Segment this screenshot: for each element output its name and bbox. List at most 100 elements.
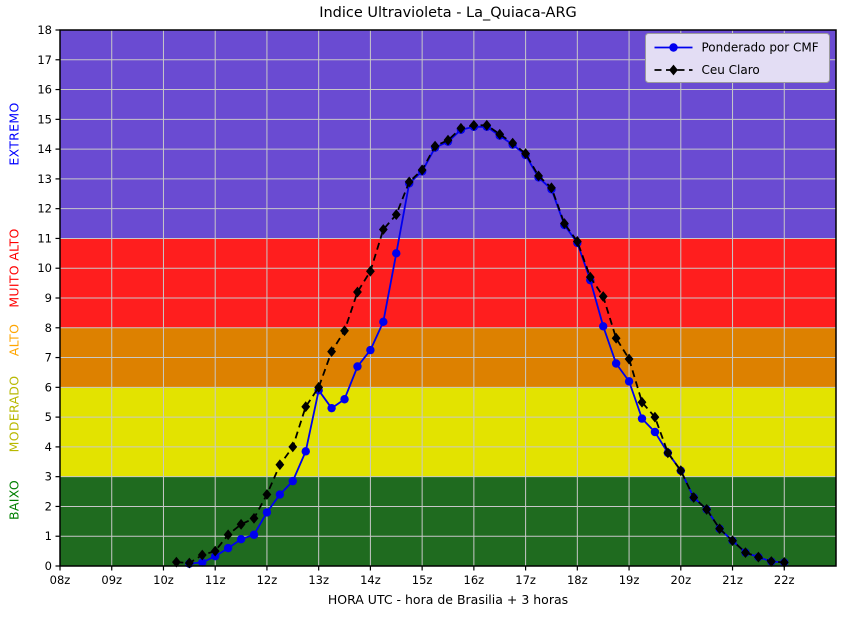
x-tick-label-15z: 15z bbox=[412, 573, 433, 587]
legend-entry-ponderado-por-cmf: Ponderado por CMF bbox=[654, 41, 819, 55]
marker-diamond bbox=[353, 286, 362, 298]
y-tick-label-14: 14 bbox=[37, 142, 52, 156]
x-tick-label-17z: 17z bbox=[515, 573, 536, 587]
y-tick-label-11: 11 bbox=[37, 231, 52, 245]
y-tick-label-0: 0 bbox=[45, 559, 52, 573]
y-tick-label-3: 3 bbox=[45, 470, 52, 484]
marker-circle bbox=[624, 377, 634, 386]
marker-diamond bbox=[249, 512, 259, 524]
marker-diamond bbox=[469, 119, 479, 131]
legend-label: Ceu Claro bbox=[702, 63, 760, 77]
y-tick-label-9: 9 bbox=[45, 291, 52, 305]
risk-label-alto: ALTO bbox=[6, 323, 22, 356]
marker-diamond bbox=[443, 134, 453, 146]
marker-circle bbox=[262, 508, 272, 517]
x-tick-label-11z: 11z bbox=[205, 573, 226, 587]
legend: Ponderado por CMF Ceu Claro bbox=[645, 33, 830, 83]
marker-circle bbox=[340, 395, 349, 404]
x-tick-label-20z: 20z bbox=[670, 573, 691, 587]
risk-label-extremo: EXTREMO bbox=[6, 102, 22, 166]
marker-diamond bbox=[391, 209, 401, 221]
marker-diamond bbox=[236, 518, 246, 530]
marker-diamond bbox=[534, 170, 543, 182]
marker-circle bbox=[223, 543, 233, 553]
legend-circle-marker bbox=[669, 43, 678, 52]
marker-diamond bbox=[275, 459, 285, 471]
y-tick-label-7: 7 bbox=[45, 351, 52, 365]
marker-diamond bbox=[262, 489, 272, 500]
marker-diamond bbox=[572, 236, 582, 247]
marker-diamond bbox=[223, 529, 233, 541]
y-tick-label-15: 15 bbox=[37, 112, 52, 126]
band-moderado bbox=[60, 387, 836, 477]
x-tick-label-16z: 16z bbox=[464, 573, 485, 587]
marker-circle bbox=[379, 317, 388, 327]
marker-diamond bbox=[637, 396, 647, 408]
series-ceu-claro-line bbox=[176, 124, 785, 564]
marker-diamond bbox=[676, 465, 686, 477]
risk-label-moderado: MODERADO bbox=[6, 375, 22, 453]
risk-label-baixo: BAIXO bbox=[6, 480, 22, 521]
x-tick-label-21z: 21z bbox=[722, 573, 743, 587]
y-tick-label-5: 5 bbox=[45, 410, 52, 424]
marker-diamond bbox=[314, 381, 324, 393]
band-muito-alto bbox=[60, 238, 836, 328]
marker-diamond bbox=[404, 176, 414, 188]
marker-diamond bbox=[702, 504, 712, 515]
marker-diamond bbox=[508, 137, 518, 149]
legend-diamond-marker bbox=[669, 64, 678, 76]
marker-circle bbox=[288, 476, 297, 486]
y-tick-label-2: 2 bbox=[45, 499, 52, 513]
x-tick-label-18z: 18z bbox=[567, 573, 588, 587]
marker-diamond bbox=[366, 265, 375, 277]
y-tick-label-13: 13 bbox=[37, 172, 52, 186]
y-tick-label-8: 8 bbox=[45, 321, 52, 335]
y-tick-label-4: 4 bbox=[45, 440, 52, 454]
marker-diamond bbox=[741, 547, 750, 558]
marker-diamond bbox=[210, 545, 220, 557]
chart-title: Indice Ultravioleta - La_Quiaca-ARG bbox=[319, 5, 577, 21]
marker-diamond bbox=[779, 557, 789, 568]
series-ceu-claro-markers bbox=[172, 119, 789, 569]
y-tick-label-6: 6 bbox=[45, 380, 52, 394]
marker-circle bbox=[236, 535, 246, 544]
marker-diamond bbox=[327, 346, 336, 357]
y-tick-label-17: 17 bbox=[37, 53, 52, 67]
marker-circle bbox=[353, 362, 362, 371]
marker-circle bbox=[275, 490, 285, 499]
marker-diamond bbox=[430, 140, 440, 152]
marker-diamond bbox=[521, 148, 530, 159]
x-tick-label-19z: 19z bbox=[619, 573, 640, 587]
marker-circle bbox=[366, 345, 375, 355]
marker-circle bbox=[637, 414, 647, 423]
legend-entry-ceu-claro: Ceu Claro bbox=[654, 63, 760, 77]
marker-circle bbox=[650, 427, 660, 437]
marker-diamond bbox=[172, 556, 181, 568]
marker-diamond bbox=[417, 164, 427, 176]
marker-diamond bbox=[598, 291, 608, 302]
marker-diamond bbox=[288, 441, 298, 453]
marker-circle bbox=[611, 359, 621, 368]
marker-diamond bbox=[585, 271, 595, 283]
marker-diamond bbox=[340, 325, 349, 337]
risk-label-muito-alto: MUITO ALTO bbox=[6, 228, 22, 308]
x-tick-label-12z: 12z bbox=[257, 573, 278, 587]
marker-diamond bbox=[301, 401, 311, 413]
marker-diamond bbox=[482, 119, 492, 131]
marker-diamond bbox=[495, 128, 505, 140]
y-tick-label-16: 16 bbox=[37, 83, 52, 97]
x-tick-label-13z: 13z bbox=[308, 573, 329, 587]
legend-label: Ponderado por CMF bbox=[702, 41, 819, 55]
marker-diamond bbox=[663, 447, 673, 459]
marker-diamond bbox=[689, 492, 699, 503]
marker-circle bbox=[301, 447, 310, 456]
marker-diamond bbox=[197, 549, 207, 561]
marker-circle bbox=[392, 249, 401, 258]
marker-diamond bbox=[650, 411, 660, 423]
marker-circle bbox=[249, 530, 259, 539]
y-tick-label-18: 18 bbox=[37, 23, 52, 37]
marker-diamond bbox=[378, 224, 388, 235]
marker-diamond bbox=[754, 551, 763, 563]
